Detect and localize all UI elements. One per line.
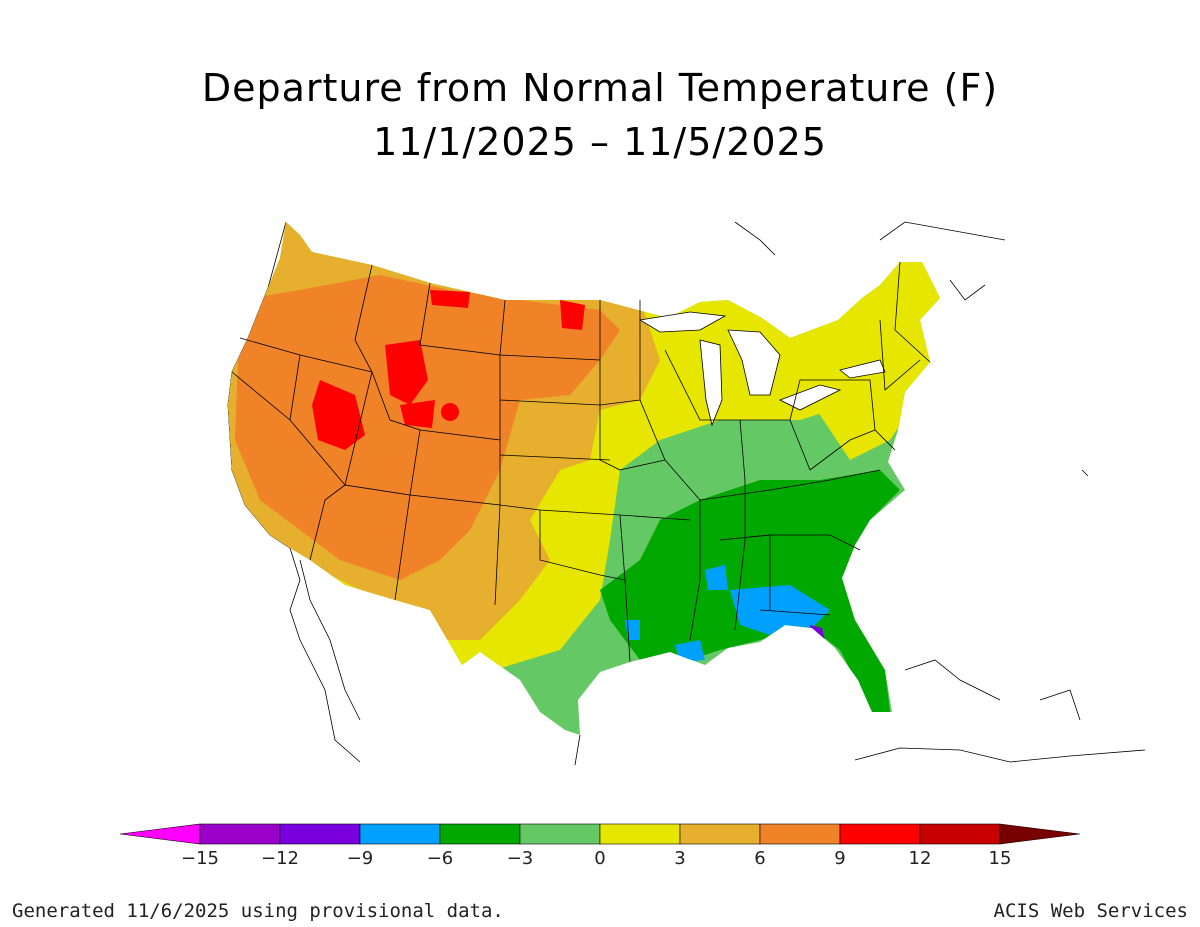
great-lakes (638, 311, 886, 427)
legend-tick-label: 12 (909, 848, 932, 869)
color-legend: −15 −12 −9 −6 −3 0 3 6 9 12 15 (119, 823, 1081, 869)
legend-swatch (519, 823, 601, 845)
contour-9-to-12 (312, 380, 365, 450)
state-borders (231, 261, 931, 663)
legend-tick-label: −12 (261, 848, 299, 869)
legend-swatch (359, 823, 441, 845)
legend-arrow-high (999, 823, 1081, 845)
legend-arrow-low (119, 823, 201, 845)
legend-tick-label: 6 (754, 848, 765, 869)
legend-swatch (199, 823, 281, 845)
generated-note: Generated 11/6/2025 using provisional da… (12, 900, 504, 922)
legend-tick-label: −6 (427, 848, 454, 869)
legend-swatch (279, 823, 361, 845)
legend-swatch (919, 823, 1001, 845)
legend-swatch (439, 823, 521, 845)
map-date-range: 11/1/2025 – 11/5/2025 (373, 120, 827, 164)
map-title: Departure from Normal Temperature (F) (201, 66, 999, 110)
legend-tick-label: 9 (834, 848, 845, 869)
legend-tick-label: 0 (594, 848, 605, 869)
legend-tick-label: 15 (989, 848, 1012, 869)
legend-tick-label: 3 (674, 848, 685, 869)
temperature-departure-map (227, 221, 1146, 766)
legend-swatch (599, 823, 681, 845)
legend-swatch (839, 823, 921, 845)
contour-minus9-to-minus6 (730, 585, 830, 635)
legend-swatch (759, 823, 841, 845)
legend-tick-label: −15 (181, 848, 219, 869)
legend-tick-label: −9 (347, 848, 374, 869)
legend-swatch (679, 823, 761, 845)
legend-tick-label: −3 (507, 848, 534, 869)
acis-credit: ACIS Web Services (993, 900, 1188, 922)
